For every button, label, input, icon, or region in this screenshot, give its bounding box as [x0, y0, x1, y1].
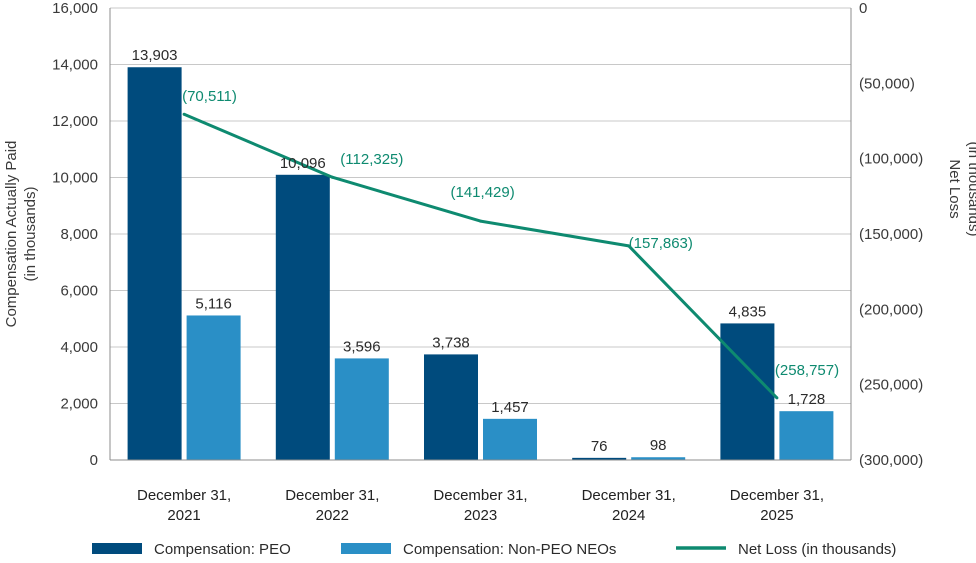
right-tick-label: (300,000) [859, 452, 923, 469]
legend-label: Net Loss (in thousands) [738, 541, 896, 558]
bar-non-peo [483, 418, 537, 460]
bar-non-peo-label: 5,116 [195, 295, 231, 312]
left-tick-label: 16,000 [52, 0, 98, 17]
bar-non-peo-label: 1,728 [788, 391, 826, 408]
net-loss-label: (157,863) [629, 235, 693, 252]
net-loss-label: (70,511) [182, 88, 237, 105]
right-tick-label: (200,000) [859, 301, 923, 318]
left-tick-label: 8,000 [60, 226, 98, 243]
bar-peo [275, 174, 330, 460]
bar-non-peo-label: 3,596 [343, 338, 381, 355]
category-label: December 31, 2021 [137, 487, 231, 524]
left-axis-title: Compensation Actually Paid (in thousands) [3, 141, 39, 328]
bar-peo [720, 323, 775, 460]
bar-peo-label: 10,096 [280, 155, 326, 172]
bar-non-peo [631, 457, 686, 460]
bar-non-peo-label: 98 [650, 437, 667, 454]
legend-label: Compensation: PEO [154, 541, 291, 558]
net-loss-point [775, 396, 779, 400]
bar-non-peo [779, 411, 834, 460]
legend-label: Compensation: Non-PEO NEOs [403, 541, 616, 558]
right-tick-label: (250,000) [859, 377, 923, 394]
bar-peo [424, 354, 478, 460]
bar-peo-label: 4,835 [729, 303, 767, 320]
net-loss-point [182, 112, 186, 116]
left-tick-label: 14,000 [52, 57, 98, 74]
right-tick-label: 0 [859, 0, 867, 17]
bars [127, 67, 834, 461]
category-label: December 31, 2023 [433, 487, 527, 524]
legend-swatch [341, 543, 391, 554]
data-labels: 13,903 10,096 3,738 76 4,835 5,116 3,596 1,457 9… [132, 47, 839, 455]
net-loss-point [479, 219, 482, 223]
net-loss-label: (112,325) [340, 151, 403, 168]
category-label: December 31, 2025 [730, 487, 824, 524]
category-label: December 31, 2024 [582, 487, 676, 524]
legend: Compensation: PEO Compensation: Non-PEO N… [92, 541, 896, 558]
net-loss-point [627, 244, 631, 248]
bar-non-peo-label: 1,457 [491, 399, 529, 416]
axes: 0 2,000 4,000 6,000 8,000 10,000 12,000 14,000 1… [3, 0, 976, 524]
net-loss-point [330, 175, 334, 179]
bar-peo-label: 76 [591, 438, 608, 455]
bar-peo [572, 457, 627, 460]
left-tick-label: 10,000 [52, 170, 98, 187]
legend-swatch [92, 543, 142, 554]
left-tick-label: 2,000 [60, 396, 98, 413]
bar-peo [127, 67, 182, 461]
bar-peo-label: 3,738 [432, 334, 470, 351]
left-tick-label: 4,000 [60, 339, 98, 356]
right-axis-title: Net Loss(in thousands) [946, 141, 976, 236]
bar-non-peo [334, 358, 389, 460]
right-tick-label: (150,000) [859, 226, 923, 243]
category-label: December 31, 2022 [285, 487, 379, 524]
left-tick-label: 12,000 [52, 113, 98, 130]
net-loss-line [183, 112, 778, 399]
bar-non-peo [186, 315, 241, 460]
right-tick-label: (100,000) [859, 151, 923, 168]
net-loss-line-group [182, 112, 779, 400]
left-tick-label: 6,000 [60, 283, 98, 300]
left-tick-label: 0 [90, 452, 98, 469]
bar-peo-label: 13,903 [132, 47, 178, 64]
right-tick-label: (50,000) [859, 75, 915, 92]
net-loss-label: (258,757) [775, 362, 839, 379]
net-loss-label: (141,429) [451, 184, 515, 201]
